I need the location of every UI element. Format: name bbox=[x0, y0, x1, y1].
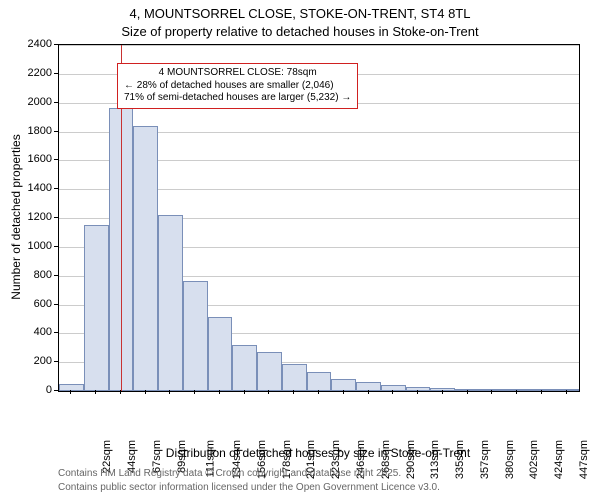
x-tick-mark bbox=[169, 390, 170, 394]
annotation-line-1: 4 MOUNTSORREL CLOSE: 78sqm bbox=[124, 67, 351, 80]
chart-title-address: 4, MOUNTSORREL CLOSE, STOKE-ON-TRENT, ST… bbox=[0, 6, 600, 21]
annotation-box: 4 MOUNTSORREL CLOSE: 78sqm← 28% of detac… bbox=[117, 63, 358, 109]
chart-subtitle: Size of property relative to detached ho… bbox=[0, 24, 600, 39]
annotation-line-3: 71% of semi-detached houses are larger (… bbox=[124, 92, 351, 105]
histogram-bar bbox=[282, 364, 307, 391]
x-axis-label: Distribution of detached houses by size … bbox=[58, 446, 578, 460]
x-tick-mark bbox=[244, 390, 245, 394]
attribution-line-1: Contains HM Land Registry data © Crown c… bbox=[58, 468, 401, 479]
histogram-bar bbox=[356, 382, 381, 391]
y-tick-label: 2400 bbox=[20, 38, 52, 50]
attribution-line-2: Contains public sector information licen… bbox=[58, 482, 440, 493]
y-tick-label: 200 bbox=[20, 355, 52, 367]
y-tick-label: 1000 bbox=[20, 240, 52, 252]
x-tick-mark bbox=[219, 390, 220, 394]
histogram-bar bbox=[455, 389, 480, 391]
histogram-bar bbox=[183, 281, 208, 391]
y-tick-label: 800 bbox=[20, 269, 52, 281]
x-tick-mark bbox=[120, 390, 121, 394]
x-tick-label: 447sqm bbox=[578, 440, 590, 479]
y-tick-label: 0 bbox=[20, 384, 52, 396]
y-tick-label: 1600 bbox=[20, 153, 52, 165]
histogram-bar bbox=[554, 389, 579, 391]
histogram-bar bbox=[331, 379, 356, 391]
x-tick-mark bbox=[95, 390, 96, 394]
y-tick-label: 1400 bbox=[20, 182, 52, 194]
histogram-bar bbox=[158, 215, 183, 391]
gridline bbox=[59, 45, 579, 46]
x-tick-mark bbox=[566, 390, 567, 394]
x-tick-mark bbox=[368, 390, 369, 394]
x-tick-mark bbox=[268, 390, 269, 394]
plot-area: 4 MOUNTSORREL CLOSE: 78sqm← 28% of detac… bbox=[58, 44, 580, 392]
x-tick-mark bbox=[343, 390, 344, 394]
x-tick-mark bbox=[442, 390, 443, 394]
y-tick-label: 400 bbox=[20, 326, 52, 338]
y-tick-label: 2000 bbox=[20, 96, 52, 108]
y-tick-label: 1200 bbox=[20, 211, 52, 223]
x-tick-mark bbox=[318, 390, 319, 394]
x-tick-mark bbox=[293, 390, 294, 394]
x-tick-mark bbox=[541, 390, 542, 394]
chart-container: 4, MOUNTSORREL CLOSE, STOKE-ON-TRENT, ST… bbox=[0, 0, 600, 500]
histogram-bar bbox=[232, 345, 257, 391]
histogram-bar bbox=[257, 352, 282, 391]
x-tick-mark bbox=[417, 390, 418, 394]
histogram-bar bbox=[430, 388, 455, 391]
histogram-bar bbox=[307, 372, 332, 391]
annotation-line-2: ← 28% of detached houses are smaller (2,… bbox=[124, 80, 351, 93]
histogram-bar bbox=[59, 384, 84, 391]
x-tick-mark bbox=[491, 390, 492, 394]
x-tick-mark bbox=[70, 390, 71, 394]
histogram-bar bbox=[208, 317, 233, 391]
x-tick-mark bbox=[145, 390, 146, 394]
histogram-bar bbox=[84, 225, 109, 391]
x-tick-mark bbox=[467, 390, 468, 394]
y-tick-label: 600 bbox=[20, 298, 52, 310]
histogram-bar bbox=[529, 389, 554, 391]
x-tick-mark bbox=[194, 390, 195, 394]
x-tick-mark bbox=[392, 390, 393, 394]
y-tick-label: 1800 bbox=[20, 125, 52, 137]
y-tick-label: 2200 bbox=[20, 67, 52, 79]
histogram-bar bbox=[133, 126, 158, 391]
x-tick-mark bbox=[516, 390, 517, 394]
